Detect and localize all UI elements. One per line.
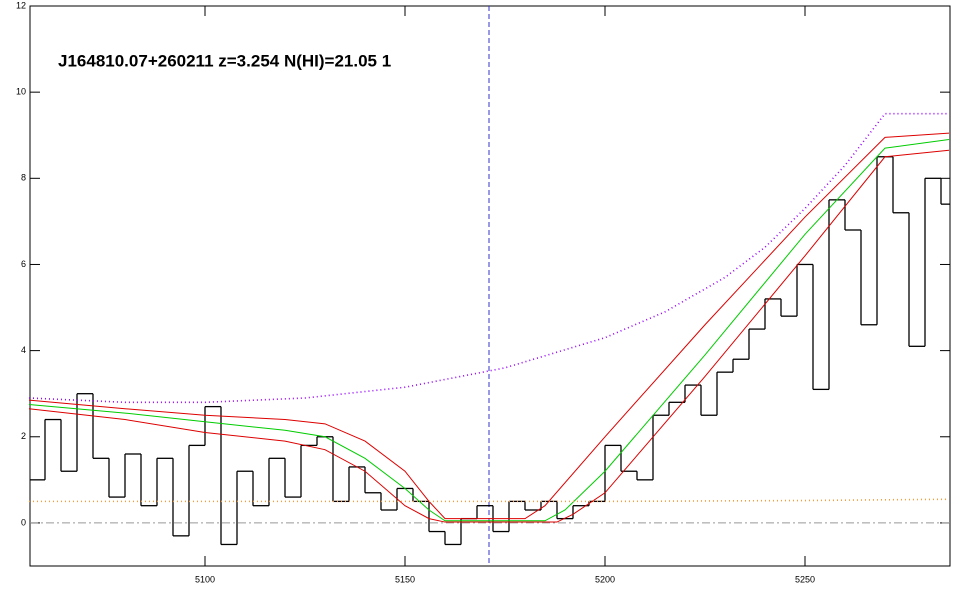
y-tick-label: 8 <box>21 173 26 183</box>
y-tick-label: 10 <box>16 87 26 97</box>
x-tick-label: 5250 <box>795 574 815 584</box>
model-line <box>29 498 950 503</box>
model-line <box>28 139 950 522</box>
model-line <box>28 132 950 520</box>
y-tick-label: 0 <box>21 517 26 527</box>
x-tick-label: 5100 <box>195 574 215 584</box>
annotation: J164810.07+260211 z=3.254 N(HI)=21.05 1 <box>58 51 391 70</box>
x-tick-label: 5150 <box>395 574 415 584</box>
y-tick-label: 12 <box>16 0 26 10</box>
y-tick-label: 6 <box>21 259 26 269</box>
y-tick-label: 2 <box>21 431 26 441</box>
plot-frame <box>29 5 951 567</box>
model-line <box>28 149 950 523</box>
y-tick-label: 4 <box>21 345 26 355</box>
x-tick-label: 5200 <box>595 574 615 584</box>
model-line <box>28 112 949 404</box>
flux-connectors <box>44 156 942 545</box>
